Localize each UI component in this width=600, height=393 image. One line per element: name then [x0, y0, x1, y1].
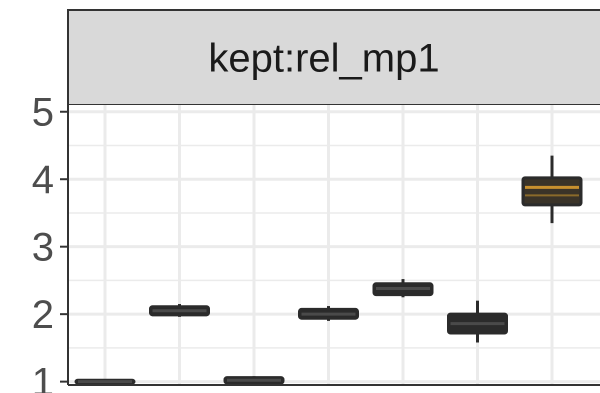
box-4 — [298, 306, 359, 321]
y-tick-label: 4 — [32, 158, 54, 202]
y-tick-label: 3 — [32, 226, 54, 270]
box-5 — [372, 279, 434, 298]
box-6 — [447, 300, 508, 343]
facet-strip-label: kept:rel_mp1 — [208, 37, 439, 81]
facet-strip: kept:rel_mp1 — [67, 9, 600, 106]
y-tick-label: 5 — [32, 91, 54, 135]
box-7 — [521, 155, 583, 224]
box-3 — [223, 376, 285, 385]
y-tick-label: 1 — [32, 361, 54, 393]
panel-background — [68, 105, 600, 385]
y-axis: 1 2 3 4 5 — [32, 91, 68, 393]
facet-strip-background — [67, 9, 600, 106]
box-body — [521, 176, 583, 207]
box-2 — [149, 304, 210, 317]
y-tick-label: 2 — [32, 293, 54, 337]
plot-area — [67, 105, 600, 386]
box-1 — [74, 378, 136, 385]
